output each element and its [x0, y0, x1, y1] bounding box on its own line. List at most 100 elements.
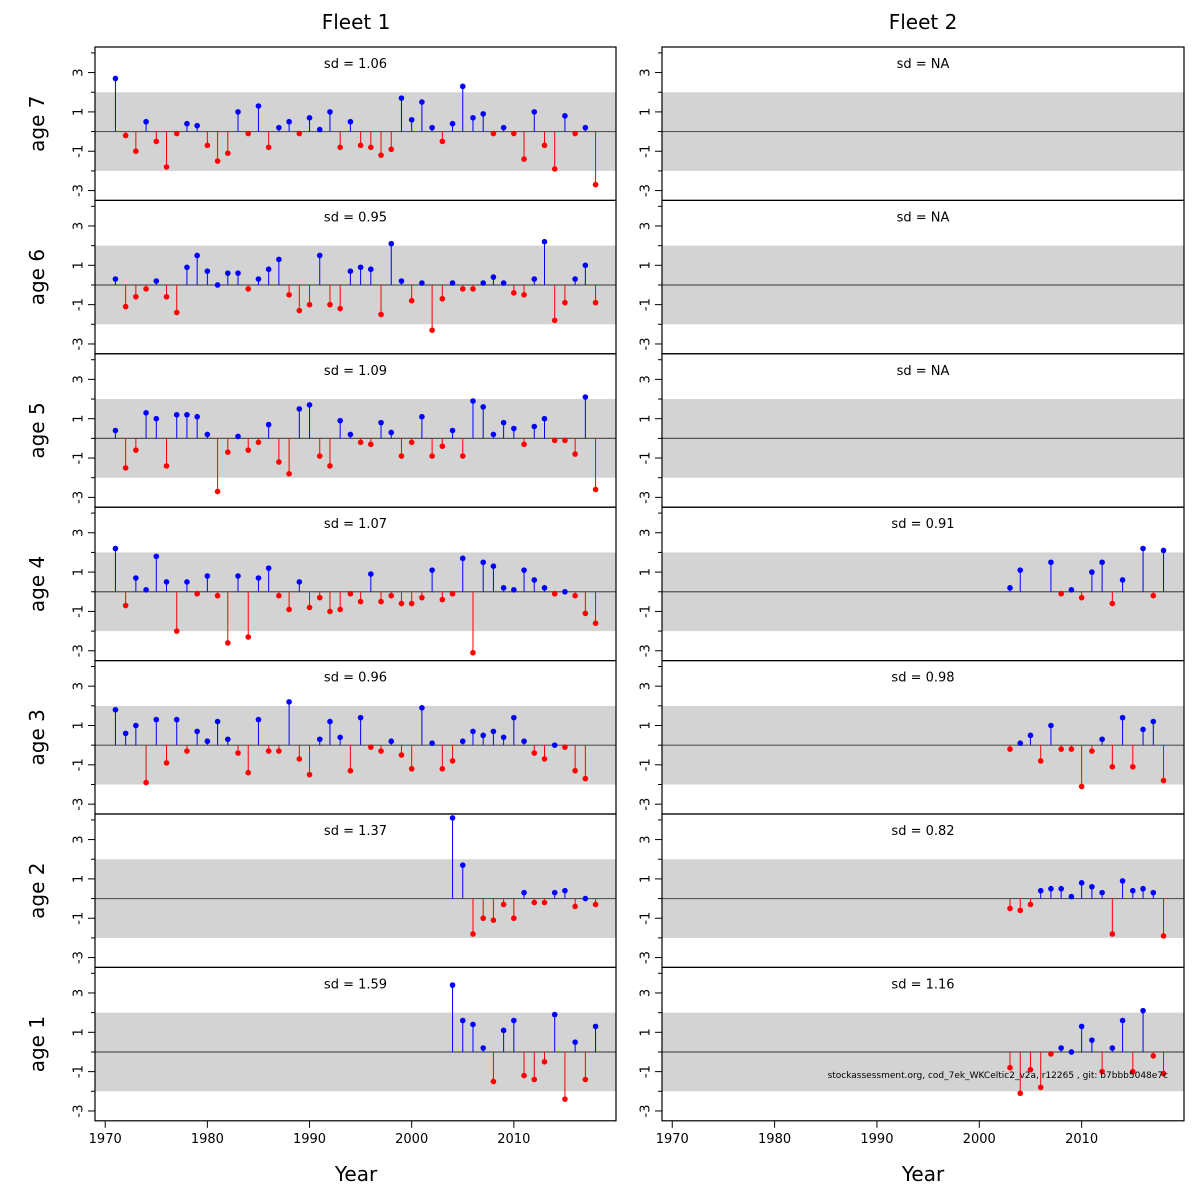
panel-1-age6-point-1974 — [143, 286, 149, 292]
panel-1-age2-point-2017 — [582, 895, 589, 902]
panel-1-age4-point-1988 — [286, 606, 292, 613]
panel-2-age1-point-2014 — [1119, 1017, 1126, 1024]
panel-1-age3-point-1995 — [357, 714, 364, 721]
panel-1-age4-point-1993 — [337, 606, 343, 613]
panel-1-age7-point-1973 — [133, 148, 139, 155]
panel-1-age4-ytick-label--1: -1 — [72, 605, 87, 618]
panel-1-age1-sd-label: sd = 1.59 — [324, 977, 387, 992]
panel-1-age5-point-1974 — [143, 410, 149, 416]
panel-1-age2-point-2014 — [551, 889, 558, 896]
panel-2-age4-ytick-label--3: -3 — [639, 644, 654, 657]
panel-1-age4-point-2004 — [449, 590, 456, 597]
frames-layer — [88, 46, 1185, 1128]
panel-1-age1-xtick-label-1970: 1970 — [89, 1132, 122, 1147]
panel-2-age3-ytick-label-3: 3 — [639, 682, 654, 690]
panel-1-age4-point-1994 — [347, 590, 354, 597]
panel-1-age6-point-2015 — [562, 299, 568, 306]
panel-1-age7-point-2018 — [592, 181, 599, 188]
panel-1-age5-point-1990 — [306, 402, 313, 408]
panel-2-age4-point-2013 — [1109, 600, 1116, 607]
panel-1-age6-point-2006 — [470, 286, 476, 292]
panel-1-age4-point-1990 — [306, 604, 313, 611]
panel-1-age5-point-2004 — [449, 427, 456, 434]
panel-1-age7-sd-label: sd = 1.06 — [324, 57, 387, 72]
panel-1-age1-point-2012 — [531, 1076, 538, 1083]
panel-1-age5-point-2017 — [582, 394, 589, 400]
panel-1-age1-point-2015 — [562, 1096, 568, 1102]
panel-2-age1-sd-label: sd = 1.16 — [891, 977, 954, 992]
panel-1-age6-point-2003 — [439, 295, 446, 302]
panel-1-age5-point-2009 — [500, 419, 507, 426]
panel-1-age4-point-1991 — [316, 594, 323, 601]
panel-1-age4-point-1975 — [153, 553, 160, 560]
panel-1-age5-sd-label: sd = 1.09 — [324, 364, 387, 379]
panel-1-age6-point-2012 — [531, 276, 538, 282]
panel-1-age1-frame — [94, 966, 617, 1122]
panel-1-age7-point-2012 — [531, 109, 538, 115]
panel-1-age5-point-2016 — [572, 451, 578, 457]
panel-2-age3-point-2004 — [1017, 740, 1024, 746]
panel-1-age5-point-1980 — [204, 431, 211, 438]
panel-1-age4-point-1998 — [388, 592, 395, 599]
panel-1-age5-point-1973 — [133, 447, 139, 453]
panel-1-age6-point-2011 — [521, 292, 527, 298]
panel-1-age5-point-1981 — [214, 488, 221, 495]
panel-1-age4-point-2007 — [480, 559, 486, 566]
panel-1-age2-ytick-label-1: 1 — [72, 875, 87, 883]
panel-2-age1-point-2012 — [1099, 1068, 1105, 1075]
panel-1-age1-xtick-label-2000: 2000 — [395, 1132, 428, 1147]
panel-1-age3-point-1980 — [204, 738, 211, 745]
panel-1-age5-point-1983 — [235, 433, 241, 440]
panel-1-age5-point-1982 — [225, 449, 231, 455]
panel-1-age6-point-1978 — [184, 264, 190, 271]
panel-1-age5-point-1985 — [255, 439, 262, 446]
panel-2-age1-point-2004 — [1017, 1090, 1024, 1097]
panel-1-age5-point-1997 — [378, 419, 384, 426]
row-label-age2: age 2 — [25, 863, 49, 919]
panel-1-age4-point-1978 — [184, 579, 190, 585]
panel-1-age5-point-2001 — [419, 413, 425, 420]
panel-2-age2-point-2011 — [1089, 883, 1095, 890]
panel-1-age7-point-1994 — [347, 118, 354, 125]
panel-2-age2-ytick-label-3: 3 — [639, 835, 654, 843]
panel-2-age2-point-2018 — [1160, 933, 1167, 939]
panel-2-age2-ytick-label--3: -3 — [639, 951, 654, 964]
panel-1-age4-point-1987 — [276, 592, 282, 599]
panel-2-age4-point-2004 — [1017, 567, 1024, 573]
panel-1-age7-point-2009 — [500, 124, 507, 131]
panel-1-age5-point-1988 — [286, 470, 292, 477]
panel-1-age5-point-1978 — [184, 411, 190, 418]
panel-1-age6-point-1993 — [337, 305, 343, 312]
panel-2-age2-point-2006 — [1037, 887, 1044, 894]
footer-credit: stockassessment.org, cod_7ek_WKCeltic2_v… — [828, 1071, 1168, 1081]
panel-2-age3-point-2012 — [1099, 736, 1105, 743]
panel-1-age7-point-2007 — [480, 111, 486, 117]
panel-1-age4-point-2000 — [408, 600, 415, 607]
panel-1-age7-point-1974 — [143, 118, 149, 125]
panel-2-age1-point-2003 — [1007, 1064, 1013, 1071]
panel-1-age3-point-1992 — [327, 718, 333, 725]
panel-2-age1-point-2018 — [1160, 1070, 1167, 1077]
panel-1-age6-point-2014 — [551, 317, 558, 324]
panel-1-age3-point-2005 — [459, 738, 466, 745]
panel-1-age3-point-1987 — [276, 748, 282, 754]
panel-1-age1-point-2016 — [572, 1039, 578, 1045]
panel-1-age7-point-1992 — [327, 109, 333, 115]
panel-1-age4-point-1979 — [194, 590, 200, 597]
panel-1-age6-point-2007 — [480, 280, 486, 286]
panel-2-age5-sd-label: sd = NA — [897, 364, 950, 379]
panel-2-age1-xtick-label-1990: 1990 — [860, 1132, 893, 1147]
panel-1-age7-point-2005 — [459, 83, 466, 90]
panel-2-age2-point-2008 — [1058, 885, 1064, 892]
panel-1-age6-point-1984 — [245, 286, 252, 292]
panel-1-age7-point-2008 — [490, 130, 497, 137]
panel-1-age7-point-2013 — [541, 142, 548, 149]
panel-1-age2-point-2005 — [459, 862, 466, 868]
panel-1-age7-point-1986 — [265, 144, 272, 151]
panel-1-age5-point-2006 — [470, 398, 476, 404]
panel-2-age3-sd-label: sd = 0.98 — [891, 671, 954, 686]
panel-1-age4-ytick-label-3: 3 — [72, 529, 87, 537]
panel-1-age6-point-1975 — [153, 278, 160, 284]
panel-2-age3-point-2005 — [1027, 732, 1034, 739]
panel-2-age3-ytick-label-1: 1 — [639, 721, 654, 729]
